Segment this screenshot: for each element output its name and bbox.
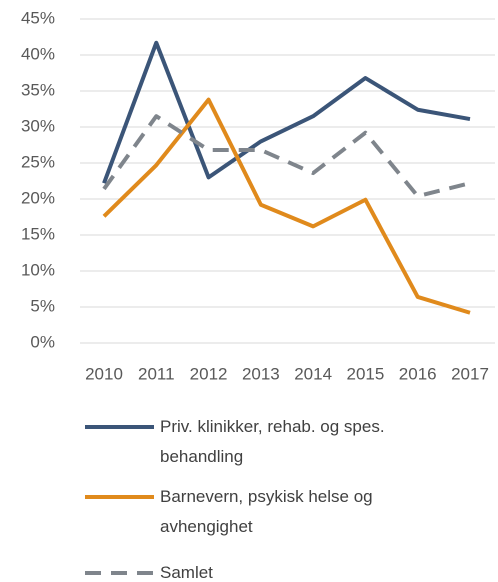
chart: 0% 5% 10% 15% 20% 25% 30% 35% 40% 45% 2010 2011 2012… <box>21 8 495 383</box>
legend-swatch <box>85 425 154 429</box>
legend-entry: Samlet <box>82 558 492 582</box>
y-tick-label: 30% <box>21 116 55 135</box>
series-line <box>102 97 471 315</box>
y-tick-label: 35% <box>21 80 55 99</box>
y-tick-label: 0% <box>30 332 55 351</box>
series-line <box>102 114 471 199</box>
x-tick-label: 2010 <box>85 364 123 383</box>
legend-entry: Priv. klinikker, rehab. og spes. behandl… <box>82 412 492 472</box>
y-tick-label: 25% <box>21 152 55 171</box>
y-tick-label: 10% <box>21 260 55 279</box>
y-tick-label: 15% <box>21 224 55 243</box>
legend-label: Priv. klinikker, rehab. og spes. behandl… <box>160 417 385 466</box>
legend-entry: Barnevern, psykisk helse og avhengighet <box>82 482 492 542</box>
legend-swatch <box>85 571 154 575</box>
legend-label: Barnevern, psykisk helse og avhengighet <box>160 487 373 536</box>
y-tick-label: 20% <box>21 188 55 207</box>
legend-swatch <box>85 495 154 499</box>
legend-label: Samlet <box>160 563 213 582</box>
x-tick-label: 2012 <box>190 364 228 383</box>
x-tick-label: 2015 <box>347 364 385 383</box>
x-tick-label: 2016 <box>399 364 437 383</box>
x-tick-label: 2011 <box>138 364 175 383</box>
y-tick-label: 45% <box>21 8 55 27</box>
x-tick-label: 2014 <box>294 364 332 383</box>
series-line <box>102 40 471 184</box>
x-tick-label: 2013 <box>242 364 280 383</box>
x-tick-label: 2017 <box>451 364 489 383</box>
y-tick-label: 40% <box>21 44 55 63</box>
y-tick-label: 5% <box>30 296 55 315</box>
